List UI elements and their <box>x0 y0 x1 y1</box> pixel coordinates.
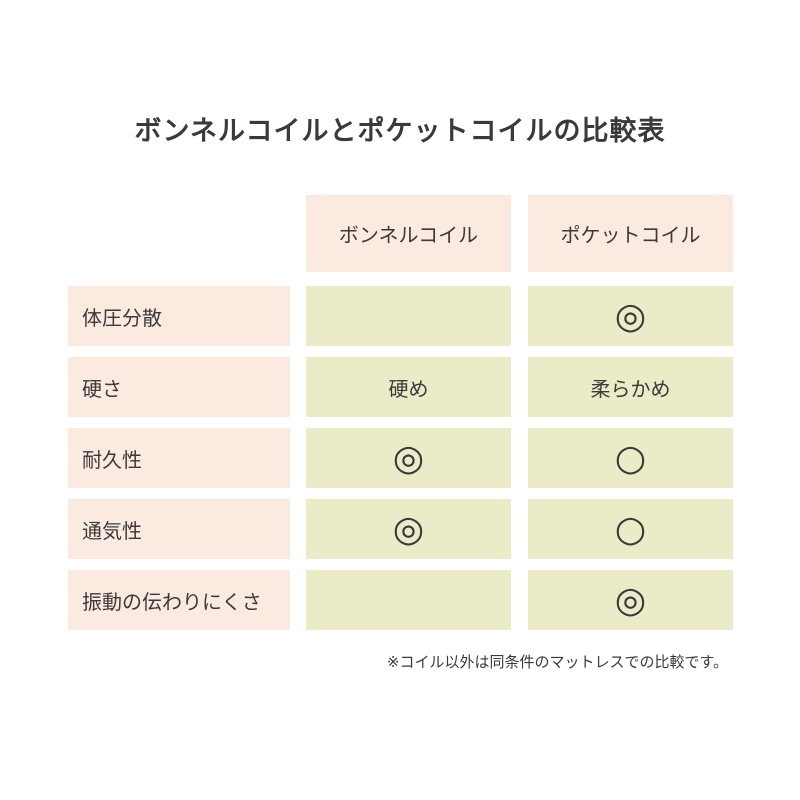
note: ※コイル以外は同条件のマットレスでの比較です。 <box>386 652 728 671</box>
column-header: ボンネルコイル <box>306 195 511 272</box>
row-label: 通気性 <box>68 499 290 559</box>
table-cell <box>306 570 511 630</box>
table-cell: ◎ <box>306 428 511 488</box>
table-cell: 硬め <box>306 357 511 417</box>
table-cell: ◎ <box>528 570 733 630</box>
table-cell: ◎ <box>306 499 511 559</box>
row-label: 耐久性 <box>68 428 290 488</box>
column-header: ポケットコイル <box>528 195 733 272</box>
title: ボンネルコイルとポケットコイルの比較表 <box>134 115 666 147</box>
table-cell: ○ <box>528 428 733 488</box>
table-cell: 柔らかめ <box>528 357 733 417</box>
row-label: 体圧分散 <box>68 286 290 346</box>
table-cell: ○ <box>528 499 733 559</box>
row-label: 硬さ <box>68 357 290 417</box>
row-label: 振動の伝わりにくさ <box>68 570 290 630</box>
table-cell: ◎ <box>528 286 733 346</box>
table-cell <box>306 286 511 346</box>
